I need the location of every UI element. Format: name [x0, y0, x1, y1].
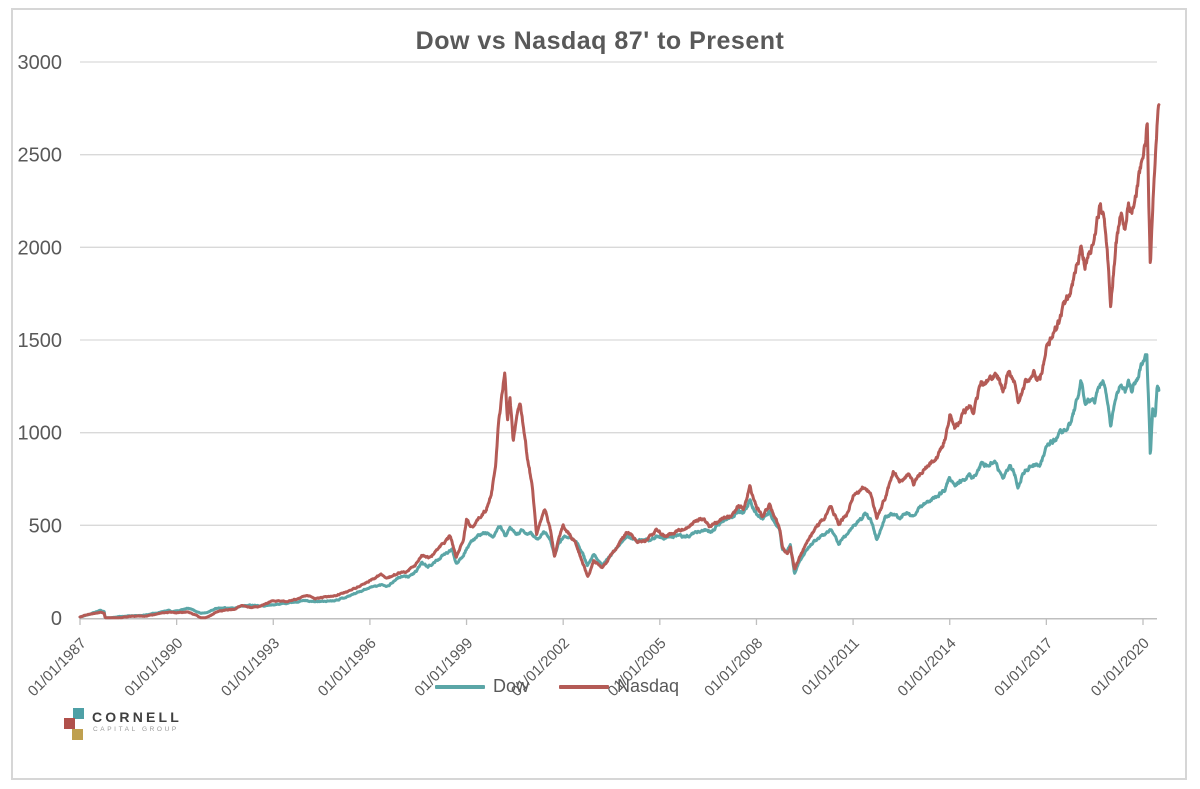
- x-tick-label: 01/01/1993: [218, 635, 283, 700]
- x-tick-label: 01/01/1999: [411, 635, 476, 700]
- logo-subtitle: CAPITAL GROUP: [93, 726, 179, 733]
- cornell-capital-group-logo: CORNELL CAPITAL GROUP: [62, 707, 222, 747]
- x-tick-label: 01/01/2017: [991, 635, 1056, 700]
- x-tick-label: 01/01/2002: [508, 635, 573, 700]
- y-tick-label: 2000: [18, 237, 63, 259]
- y-tick-label: 2500: [18, 145, 63, 167]
- x-tick-label: 01/01/1990: [121, 635, 186, 700]
- y-tick-label: 500: [29, 515, 62, 537]
- chart-title: Dow vs Nasdaq 87' to Present: [415, 27, 785, 55]
- y-tick-label: 1000: [18, 423, 63, 445]
- x-tick-label: 01/01/2020: [1088, 635, 1153, 700]
- logo-teal-square: [73, 708, 84, 719]
- y-tick-label: 1500: [18, 330, 63, 352]
- y-tick-label: 3000: [18, 52, 63, 74]
- x-tick-label: 01/01/2011: [799, 635, 863, 699]
- x-tick-label: 01/01/1996: [315, 635, 380, 700]
- logo-red-square: [64, 718, 75, 729]
- nasdaq-line: [78, 103, 1161, 620]
- dow-line: [78, 353, 1161, 620]
- x-tick-label: 01/01/1987: [25, 635, 90, 700]
- x-tick-label: 01/01/2014: [894, 635, 959, 700]
- logo-name: CORNELL: [92, 709, 183, 725]
- x-tick-label: 01/01/2008: [701, 635, 766, 700]
- logo-gold-square: [72, 729, 83, 740]
- x-tick-label: 01/01/2005: [605, 635, 670, 700]
- y-tick-label: 0: [51, 608, 62, 630]
